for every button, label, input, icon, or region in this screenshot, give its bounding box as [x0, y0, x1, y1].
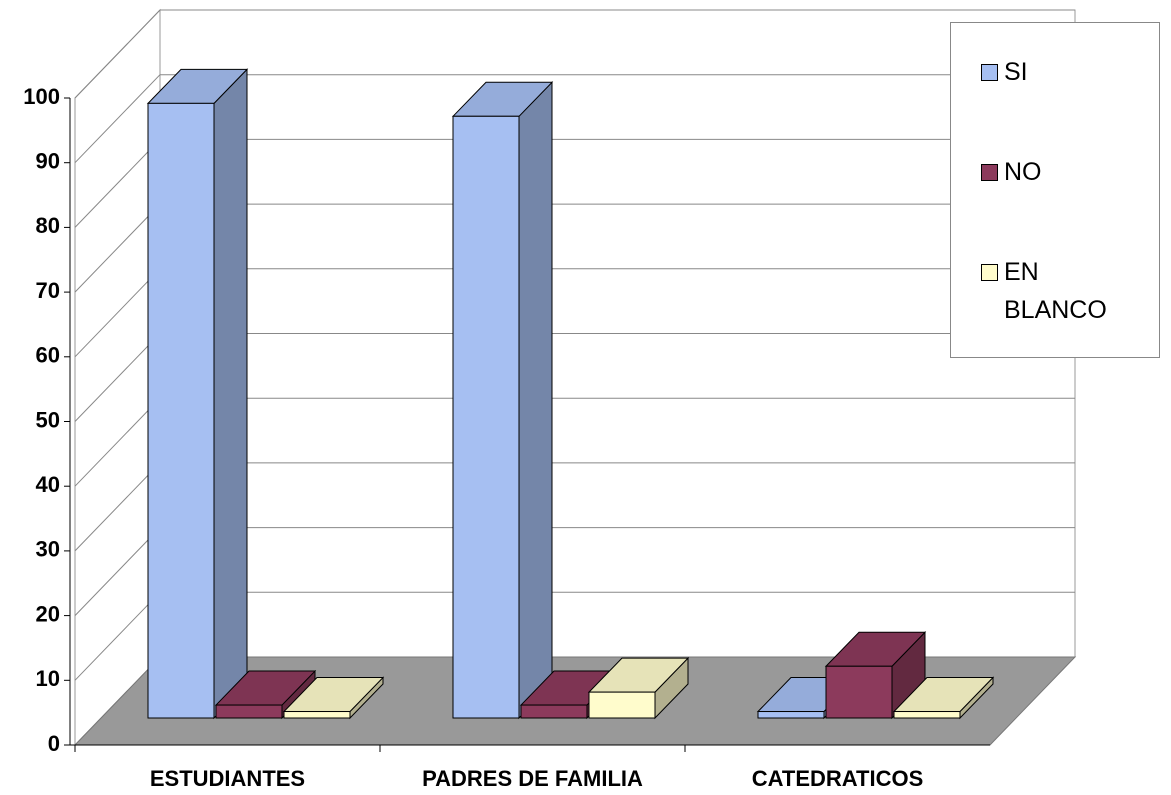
x-tick-label: CATEDRATICOS: [752, 766, 924, 791]
legend: SI NO EN BLANCO: [950, 22, 1160, 358]
legend-item: EN BLANCO: [981, 253, 1149, 329]
legend-swatch: [981, 264, 998, 281]
bar-side: [213, 68, 248, 720]
y-tick-label: 40: [36, 472, 60, 497]
grid-line: [74, 397, 161, 487]
legend-item: NO: [981, 153, 1149, 191]
legend-label: SI: [1004, 58, 1028, 86]
grid-line: [74, 9, 161, 99]
y-tick-label: 30: [36, 537, 60, 562]
bar: [757, 711, 825, 719]
bar: [825, 665, 893, 719]
grid-line: [74, 139, 161, 228]
x-tick-label: PADRES DE FAMILIA: [422, 766, 643, 791]
grid-line: [74, 527, 161, 616]
y-tick-label: 10: [36, 666, 60, 691]
x-tick-label: ESTUDIANTES: [150, 766, 305, 791]
grid-line: [74, 591, 161, 681]
y-tick-label: 70: [36, 278, 60, 303]
grid-line: [74, 333, 161, 422]
y-tick-label: 80: [36, 213, 60, 238]
bar: [520, 704, 588, 719]
y-tick-label: 20: [36, 601, 60, 626]
grid-line: [74, 268, 161, 358]
bar: [283, 711, 351, 719]
grid-line: [74, 462, 161, 552]
y-tick-label: 50: [36, 407, 60, 432]
legend-label: EN BLANCO: [1004, 258, 1107, 324]
bar: [588, 691, 656, 719]
y-tick-label: 90: [36, 149, 60, 174]
bar: [452, 115, 520, 719]
bar: [215, 704, 283, 719]
grid-line: [74, 203, 161, 293]
y-tick-label: 0: [48, 731, 60, 756]
bar: [893, 711, 961, 719]
legend-swatch: [981, 64, 998, 81]
y-tick-label: 100: [23, 84, 60, 109]
legend-swatch: [981, 164, 998, 181]
bar: [147, 102, 215, 719]
y-tick-label: 60: [36, 343, 60, 368]
grid-line: [74, 74, 161, 164]
legend-label: NO: [1004, 158, 1042, 186]
bar-side: [518, 81, 553, 720]
legend-item: SI: [981, 53, 1149, 91]
